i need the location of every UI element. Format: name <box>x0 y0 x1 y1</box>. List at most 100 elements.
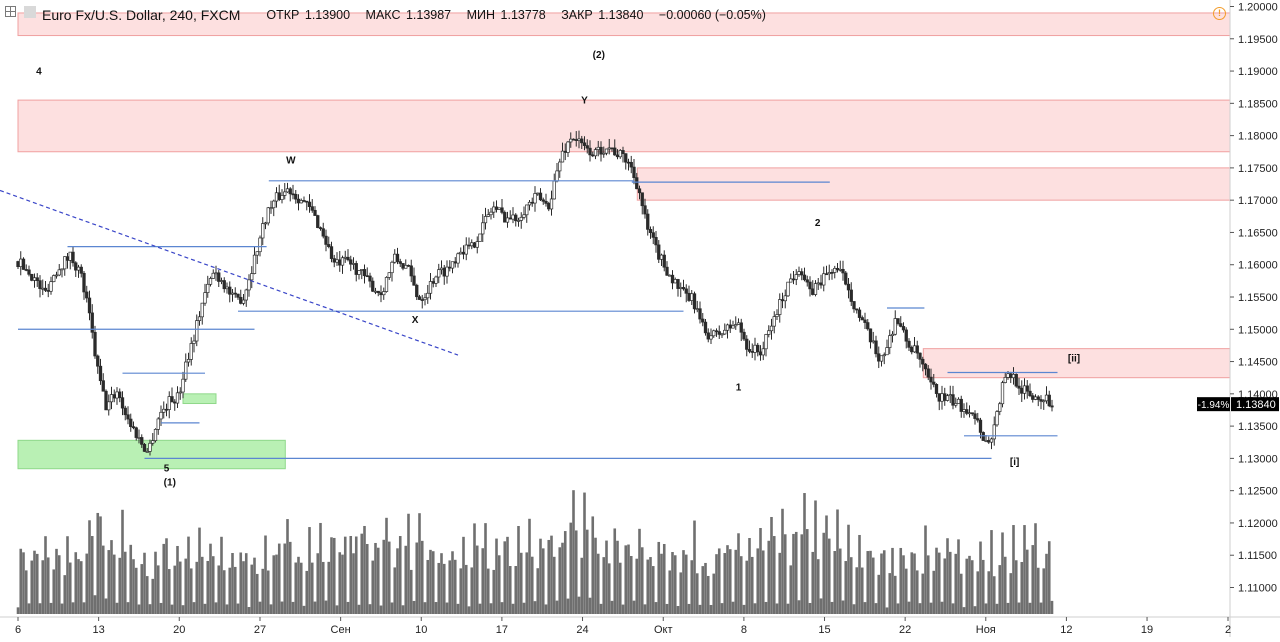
volume-bar <box>500 602 504 614</box>
last-price-label: 1.13840 <box>1236 399 1276 411</box>
volume-bar <box>445 602 449 614</box>
volume-bar <box>253 557 256 614</box>
resistance-zone[interactable] <box>636 167 1231 201</box>
volume-bar <box>825 515 828 614</box>
volume-bar <box>448 560 452 614</box>
candle-body <box>208 278 213 285</box>
volume-bar <box>418 513 421 614</box>
candle-body <box>404 264 408 269</box>
volume-bar <box>530 556 534 614</box>
ohlc-readout: ОТКР 1.13900 МАКС 1.13987 МИН 1.13778 ЗА… <box>266 8 768 22</box>
volume-bar <box>643 604 647 614</box>
volume-bar <box>992 576 996 614</box>
candle-body <box>368 275 372 282</box>
candle-body <box>1009 373 1013 379</box>
candle-body <box>415 284 419 298</box>
candle-body <box>731 325 735 329</box>
volume-bar <box>316 553 320 614</box>
volume-bar <box>52 569 56 614</box>
candle-body <box>838 268 842 271</box>
volume-bar <box>701 566 705 614</box>
candle-body <box>871 340 875 343</box>
candle-body <box>1050 405 1054 408</box>
candle-body <box>360 269 364 271</box>
candle-body <box>709 335 713 340</box>
volume-bar <box>794 531 798 614</box>
candle-body <box>335 259 339 263</box>
volume-bar <box>627 544 630 614</box>
volume-bar <box>165 538 168 614</box>
volume-bar <box>16 607 20 614</box>
time-tick-label: 8 <box>741 624 747 636</box>
candle-body <box>261 223 265 239</box>
candle-body <box>382 291 386 296</box>
candle-body <box>1036 396 1040 400</box>
volume-bar <box>396 548 399 614</box>
volume-bar <box>22 552 25 614</box>
candle-body <box>943 393 947 401</box>
alert-icon[interactable]: ! <box>1213 7 1226 20</box>
volume-bar <box>690 560 694 614</box>
candle-body <box>833 267 837 273</box>
volume-bar <box>995 603 999 614</box>
volume-bar <box>847 524 850 614</box>
candle-body <box>478 233 482 242</box>
candle-body <box>599 146 603 155</box>
candle-body <box>439 267 444 271</box>
candle-body <box>662 254 666 268</box>
candle-body <box>228 286 232 295</box>
price-tick-label: 1.20000 <box>1238 2 1278 14</box>
candle-body <box>885 347 889 356</box>
candle-body <box>552 180 556 200</box>
collapse-icon[interactable] <box>5 6 16 17</box>
volume-bar <box>198 527 201 614</box>
volume-bar <box>891 547 894 614</box>
wave-label: [i] <box>1010 457 1019 468</box>
candle-body <box>244 289 248 301</box>
volume-bar <box>338 552 342 614</box>
candle-body <box>151 440 155 444</box>
volume-bar <box>88 520 91 614</box>
candle-body <box>519 216 523 221</box>
candle-body <box>948 394 952 397</box>
volume-bar <box>761 550 765 614</box>
support-zone[interactable] <box>182 393 217 405</box>
volume-bar <box>464 564 468 614</box>
time-tick-label: 12 <box>1060 624 1072 636</box>
candle-body <box>467 244 471 247</box>
candle-body <box>533 193 537 204</box>
candle-body <box>250 273 254 281</box>
volume-bar <box>437 562 441 614</box>
resistance-zone[interactable] <box>17 99 1231 153</box>
candle-body <box>1028 390 1032 397</box>
volume-bar <box>200 556 204 614</box>
candle-body <box>888 335 892 348</box>
candle-body <box>899 323 903 327</box>
candle-body <box>665 266 669 276</box>
volume-bar <box>236 603 240 614</box>
candle-body <box>923 363 928 370</box>
volume-bar <box>426 559 430 614</box>
volume-bar <box>1023 525 1026 614</box>
candle-body <box>390 261 394 274</box>
volume-bar <box>800 534 804 614</box>
candle-body <box>753 344 757 353</box>
volume-bar <box>495 538 498 614</box>
volume-bar <box>621 604 625 614</box>
volume-bar <box>739 556 743 614</box>
candle-body <box>648 229 653 234</box>
volume-bar <box>745 560 749 614</box>
volume-bar <box>71 602 75 614</box>
candle-body <box>217 272 221 282</box>
candle-body <box>511 214 515 220</box>
candle-body <box>808 281 812 290</box>
candle-body <box>181 378 185 393</box>
symbol-title[interactable]: Euro Fx/U.S. Dollar, 240, FXCM <box>42 7 241 23</box>
candle-body <box>101 380 105 392</box>
volume-bar <box>915 570 919 614</box>
volume-bar <box>951 603 955 614</box>
volume-bar <box>266 570 270 614</box>
candle-body <box>453 261 457 264</box>
